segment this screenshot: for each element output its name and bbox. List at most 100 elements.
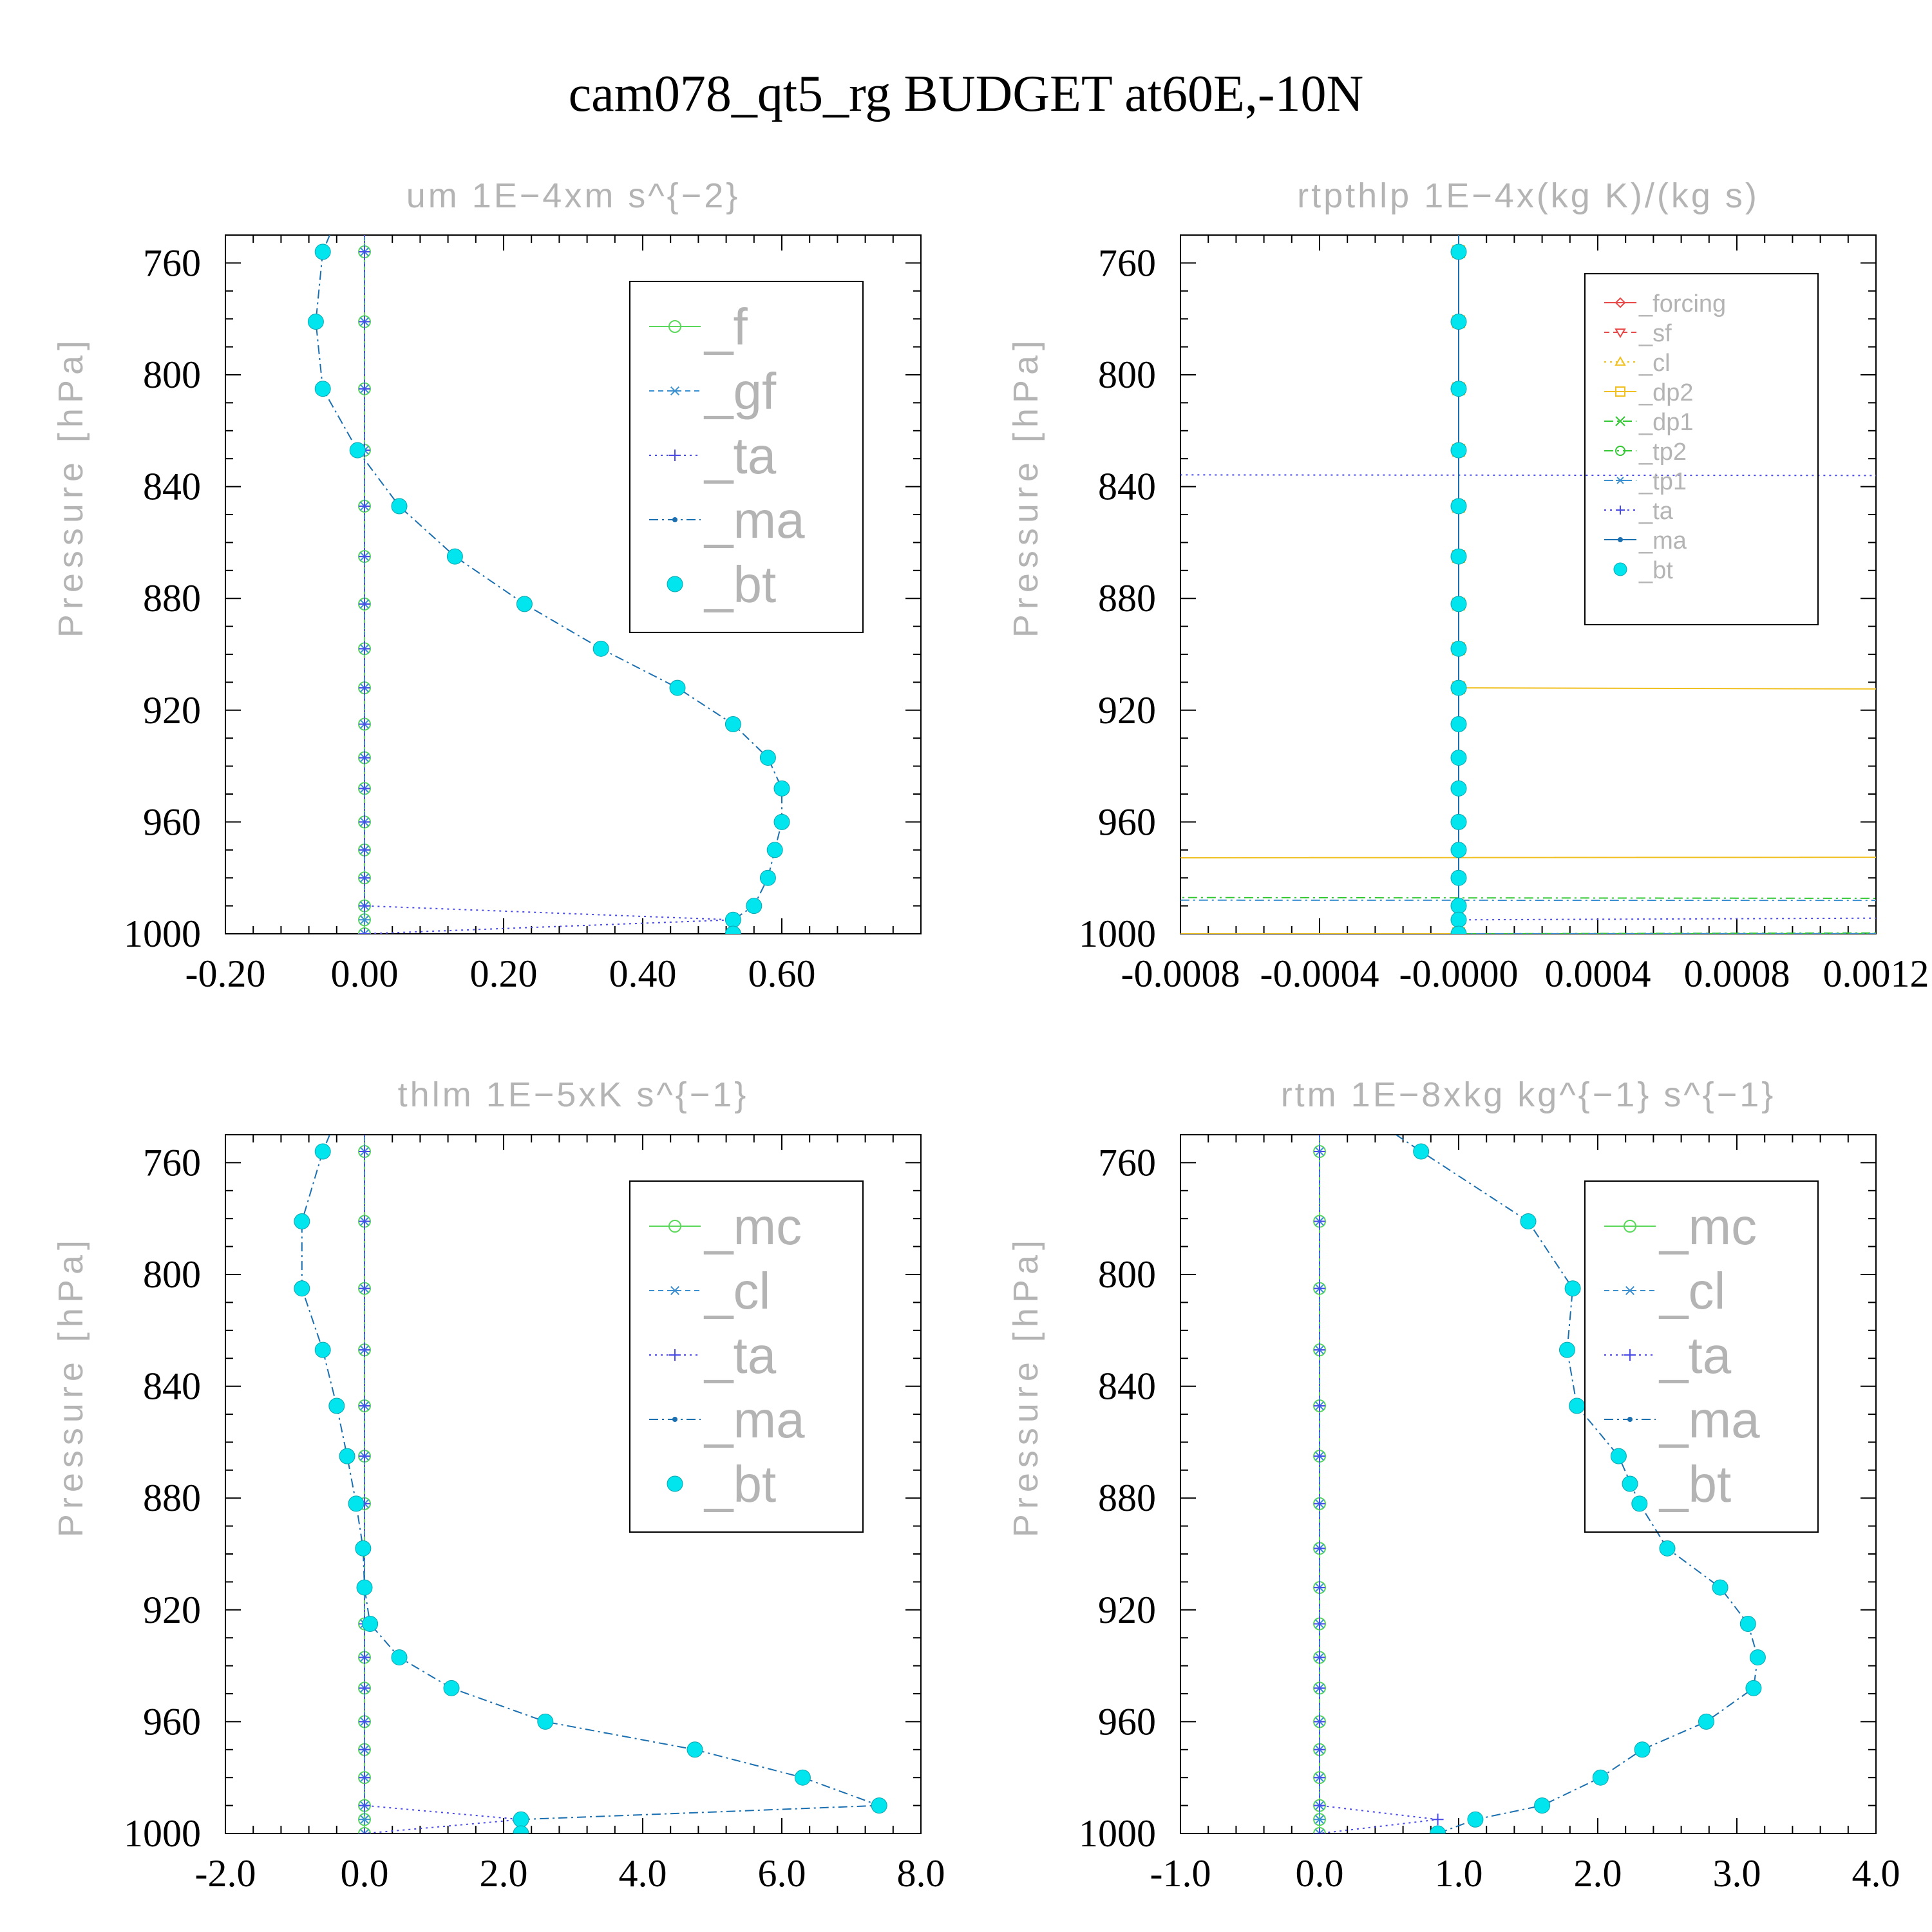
- series-bt-marker: [1450, 314, 1467, 330]
- panel-title: rtm 1E−8xkg kg^{−1} s^{−1}: [1281, 1075, 1776, 1114]
- legend-marker: [1615, 328, 1626, 338]
- legend-marker: [668, 1220, 681, 1233]
- y-axis-label: Pressure [hPa]: [52, 336, 90, 638]
- series-bt-marker: [1634, 1741, 1651, 1758]
- series-ta-marker: [359, 816, 370, 828]
- legend-marker: [667, 1475, 683, 1492]
- legend-label: _cl: [1638, 350, 1671, 377]
- legend-marker: [667, 576, 683, 592]
- series-bt-marker: [362, 1616, 379, 1632]
- x-tick-label: 3.0: [1713, 1852, 1761, 1895]
- series-bt-marker: [1569, 1397, 1586, 1414]
- legend-label: _f: [703, 298, 748, 355]
- legend-label: _ta: [703, 427, 777, 484]
- x-tick-label: -0.0008: [1121, 952, 1240, 995]
- panels: um 1E−4xm s^{−2} Pressure [hPa] 760 800 840 8…: [52, 176, 1929, 1895]
- series-bt-marker: [1450, 498, 1467, 515]
- legend-marker: [672, 517, 677, 522]
- legend-label: _tp2: [1638, 439, 1687, 466]
- series-bt-marker: [356, 1579, 373, 1596]
- series-ta-marker: [359, 1716, 370, 1728]
- series-ta-marker: [359, 682, 370, 694]
- legend-label: _cl: [1658, 1262, 1725, 1320]
- legend-marker: [1615, 356, 1626, 366]
- x-tick-label: 0.0008: [1684, 952, 1790, 995]
- legend-label: _ma: [703, 1391, 805, 1448]
- x-tick-label: -0.0004: [1260, 952, 1379, 995]
- y-tick-label: 920: [1098, 1589, 1156, 1631]
- plot-frame: [1180, 234, 1877, 934]
- series-bt-marker: [294, 1280, 310, 1297]
- series-bt-marker: [1450, 679, 1467, 696]
- y-tick-label: 880: [1098, 577, 1156, 620]
- series-ta-marker: [1314, 1344, 1325, 1356]
- y-tick-label: 960: [143, 1700, 201, 1743]
- x-tick-label: 0.0: [341, 1852, 389, 1895]
- series-dp1-line: [1458, 932, 1876, 934]
- series-bt-marker: [307, 314, 324, 330]
- legend-marker: [669, 450, 681, 461]
- y-tick-label: 800: [1098, 1253, 1156, 1296]
- series-bt-marker: [773, 780, 790, 797]
- series-bt-marker: [513, 1825, 529, 1833]
- series-bt-marker: [1558, 1341, 1575, 1358]
- series-ta-marker: [1314, 1450, 1325, 1463]
- series-ta-marker: [359, 246, 370, 258]
- legend-box: [1584, 273, 1819, 625]
- series-ta-marker: [359, 1146, 370, 1158]
- series-bt-marker: [1749, 1649, 1766, 1666]
- chart-panel-3: thlm 1E−5xK s^{−1} Pressure [hPa] 760 800 84…: [52, 1075, 945, 1895]
- series-bt-marker: [1659, 1540, 1676, 1557]
- series-ta-marker: [1314, 1497, 1325, 1510]
- x-tick-label: 0.20: [470, 952, 538, 995]
- x-tick-label: -0.20: [185, 952, 266, 995]
- y-tick-label: 1000: [1079, 1812, 1156, 1855]
- x-tick-label: 4.0: [1852, 1852, 1900, 1895]
- series-ta-marker: [1314, 1772, 1325, 1784]
- series-ta-marker: [359, 1799, 370, 1812]
- series-bt-marker: [314, 1341, 331, 1358]
- series-bt-marker: [391, 1649, 408, 1666]
- y-tick-label: 880: [143, 1477, 201, 1519]
- y-tick-label: 1000: [124, 913, 201, 955]
- series-ta-marker: [359, 1282, 370, 1294]
- legend-label: _sf: [1638, 320, 1672, 347]
- series-bt-marker: [513, 1811, 529, 1828]
- y-tick-label: 840: [143, 466, 201, 508]
- y-tick-label: 960: [1098, 800, 1156, 843]
- series-ta-marker: [1314, 1651, 1325, 1663]
- x-tick-label: 1.0: [1435, 1852, 1483, 1895]
- legend-label: _ma: [1638, 527, 1687, 554]
- y-tick-label: 760: [1098, 242, 1156, 284]
- x-tick-label: 0.0012: [1823, 952, 1929, 995]
- series-bt-marker: [1450, 548, 1467, 565]
- legend-marker: [1615, 446, 1625, 456]
- x-tick-label: -1.0: [1150, 1852, 1211, 1895]
- series-ta-marker: [359, 844, 370, 856]
- series-bt-marker: [294, 1213, 310, 1230]
- legend-marker: [669, 1285, 681, 1296]
- legend-marker: [1624, 1349, 1636, 1361]
- legend-label: _bt: [703, 1455, 776, 1513]
- series-group: [294, 1135, 887, 1833]
- x-tick-label: 0.40: [609, 952, 677, 995]
- series-bt-marker: [794, 1769, 811, 1786]
- legend-marker: [669, 386, 681, 396]
- y-tick-label: 800: [143, 1253, 201, 1296]
- legend-marker: [1615, 297, 1626, 308]
- plot-frame: [1180, 1134, 1877, 1834]
- series-ta-line: [1319, 1135, 1438, 1833]
- chart-panel-4: rtm 1E−8xkg kg^{−1} s^{−1} Pressure [hPa]…: [1007, 1075, 1900, 1895]
- y-tick-label: 960: [143, 800, 201, 843]
- x-tick-label: -2.0: [195, 1852, 256, 1895]
- series-bt-marker: [1450, 716, 1467, 732]
- legend-marker: [669, 1349, 681, 1361]
- legend-label: _ta: [703, 1327, 777, 1384]
- legend-marker: [1624, 1220, 1636, 1233]
- legend-marker: [668, 320, 681, 333]
- series-bt-marker: [1450, 442, 1467, 459]
- series-ta-marker: [359, 1450, 370, 1463]
- series-ta-marker: [359, 643, 370, 655]
- series-bt-marker: [773, 813, 790, 830]
